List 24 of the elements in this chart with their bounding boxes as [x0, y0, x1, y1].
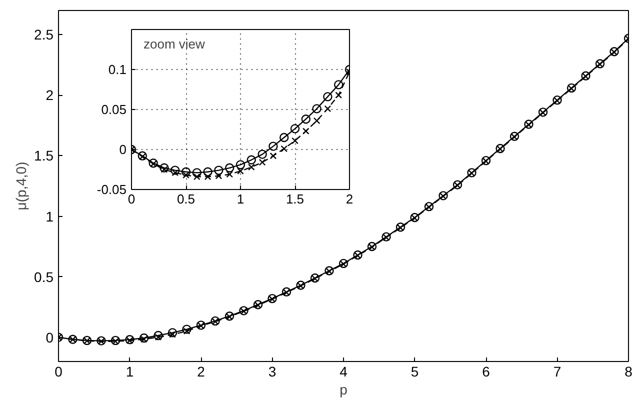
- x-tick-label: 2: [197, 364, 206, 380]
- x-tick-label: 4: [340, 364, 348, 380]
- y-tick-label: 0.5: [34, 268, 54, 285]
- y-tick-label: 1.5: [34, 148, 54, 164]
- y-tick-label: 1: [46, 208, 54, 224]
- x-tick-label: 1.5: [286, 192, 304, 206]
- y-tick-label: 2.5: [34, 26, 54, 43]
- y-tick-label: 0.05: [101, 102, 127, 117]
- y-tick-label: -0.05: [96, 182, 127, 197]
- x-tick-label: 5: [410, 364, 419, 380]
- x-tick-label: 3: [268, 364, 276, 380]
- y-tick-label: 0: [46, 329, 54, 346]
- x-axis-title: p: [340, 382, 348, 398]
- y-axis-title: μ(p,4,0): [13, 162, 30, 210]
- x-tick-label: 6: [482, 364, 490, 380]
- annotation: zoom view: [144, 36, 206, 52]
- x-tick-label: 1: [236, 192, 244, 206]
- y-tick-label: 2: [46, 87, 54, 104]
- y-tick-label: 0.1: [108, 62, 127, 77]
- x-tick-label: 8: [624, 364, 633, 380]
- x-tick-label: 7: [553, 364, 562, 380]
- y-tick-label: 0: [119, 142, 127, 157]
- x-tick-label: 0.5: [176, 192, 196, 206]
- x-tick-label: 2: [346, 192, 354, 206]
